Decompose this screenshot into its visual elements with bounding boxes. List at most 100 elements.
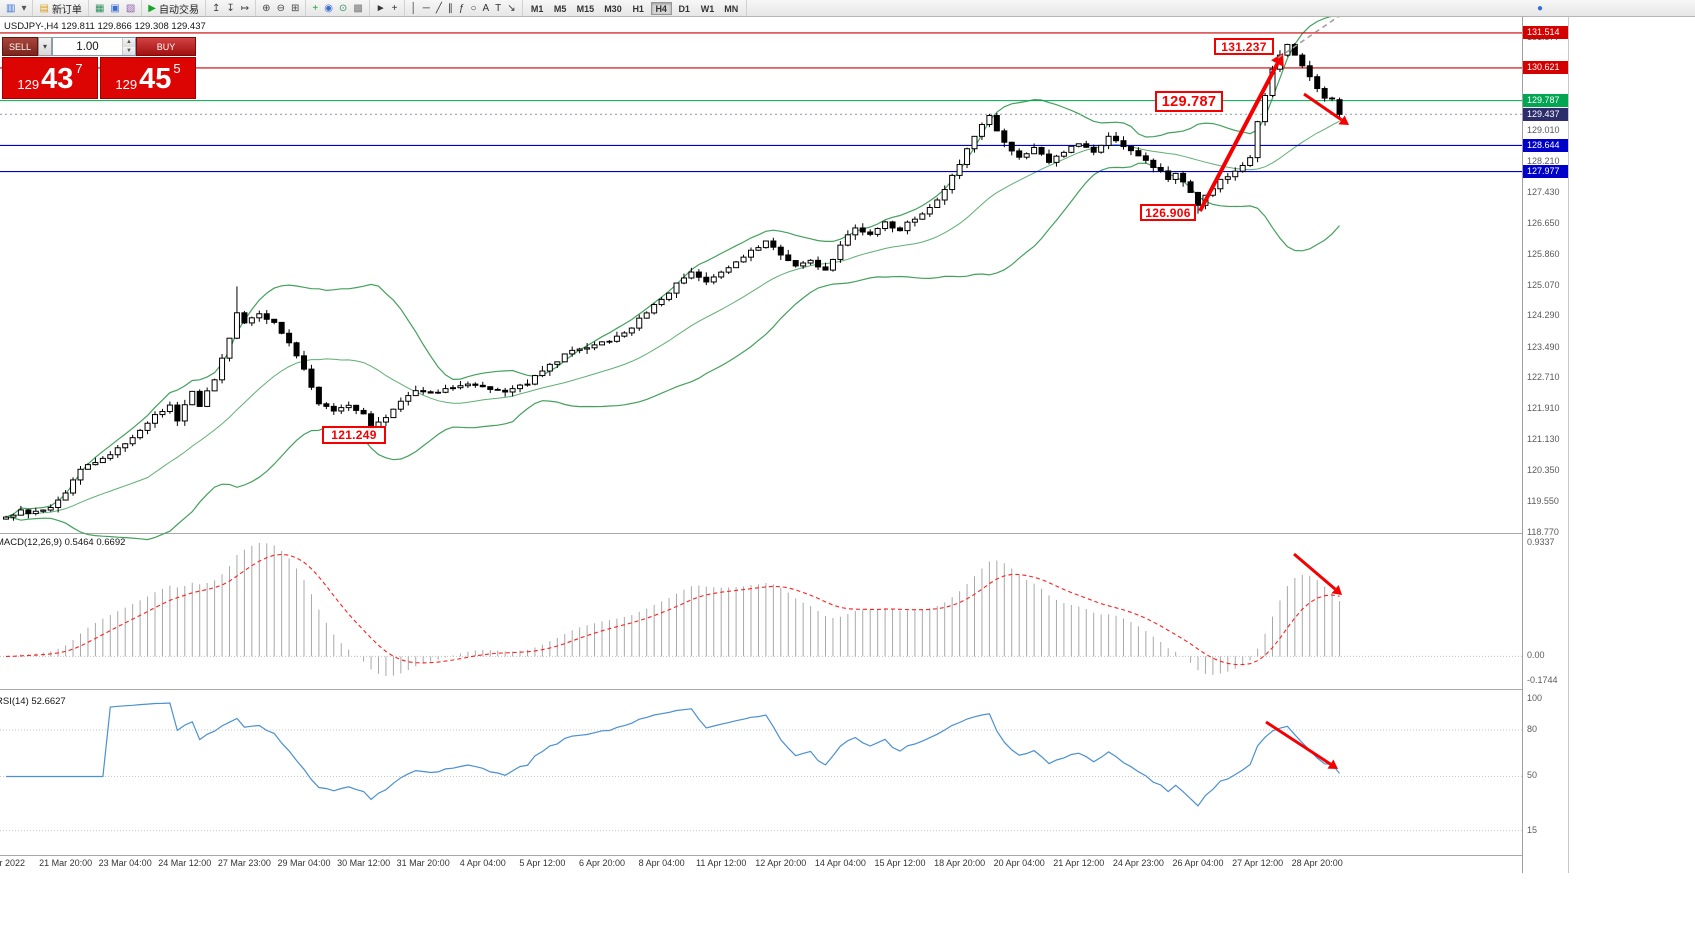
cursor-icon[interactable]: ► (373, 1, 389, 16)
sell-price-pips: 43 (41, 63, 74, 96)
shapes-icon[interactable]: ○ (467, 1, 479, 16)
fibonacci-icon[interactable]: ƒ (456, 1, 468, 16)
price-scale-label: 119.550 (1527, 496, 1559, 507)
zoom-in-button[interactable]: ⊕ (259, 1, 273, 16)
rsi-scale-label: 50 (1527, 770, 1538, 781)
vertical-line-icon[interactable]: │ (408, 1, 420, 16)
scroll-to-end-icon[interactable]: ↥ (209, 1, 223, 16)
volume-down-button[interactable]: ▼ (123, 46, 135, 55)
time-axis-label: 27 Apr 12:00 (1232, 858, 1284, 868)
sell-button[interactable]: SELL (2, 37, 38, 56)
sell-price-point: 7 (75, 61, 83, 76)
trendline-icon[interactable]: ╱ (433, 1, 445, 16)
chevron-down-icon: ▾ (42, 42, 47, 51)
period-icon: ⊙ (338, 2, 348, 14)
bollinger-middle-band (5, 120, 1340, 518)
decline-arrow (1303, 92, 1343, 122)
decline-arrow-head (1338, 115, 1349, 125)
time-axis-label: 24 Mar 12:00 (158, 858, 212, 868)
chart-window-icon: ▥ (6, 2, 16, 14)
time-axis-label: 6 Apr 20:00 (578, 858, 626, 868)
volume-input[interactable] (53, 38, 122, 55)
price-scale[interactable] (1522, 17, 1568, 873)
time-axis-label: 4 Apr 04:00 (459, 858, 506, 868)
zoom-in-icon: ⊕ (262, 2, 271, 14)
new-chart-icon[interactable]: + (309, 1, 321, 16)
time-axis-label: 28 Apr 20:00 (1291, 858, 1343, 868)
text-icon[interactable]: A (480, 1, 493, 16)
timeframe-button-w1[interactable]: W1 (700, 3, 715, 14)
swing-low-label-1[interactable]: 121.249 (322, 426, 386, 444)
vertical-line-icon: │ (410, 2, 417, 14)
timeframe-button-h1[interactable]: H1 (632, 3, 644, 14)
profiles-icon[interactable]: ◉ (321, 1, 336, 16)
macd-scale-label: -0.1744 (1527, 675, 1558, 685)
price-scale-label: 122.710 (1527, 372, 1560, 383)
price-scale-label: 121.130 (1527, 434, 1560, 445)
chart-shift-icon[interactable]: ↧ (223, 1, 237, 16)
tile-windows-icon[interactable]: ⊞ (288, 1, 302, 16)
time-axis-label: 23 Mar 04:00 (98, 858, 152, 868)
arrow-tool-icon[interactable]: ↘ (504, 1, 518, 16)
volume-control: ▲ ▼ (52, 37, 136, 56)
auto-scroll-icon[interactable]: ↦ (238, 1, 252, 16)
time-axis-label: 18 Apr 20:00 (934, 858, 986, 868)
rsi-label: RSI(14) 52.6627 (0, 696, 66, 707)
terminal-icon[interactable]: ▧ (123, 1, 138, 16)
timeframe-button-m1[interactable]: M1 (530, 3, 544, 14)
period-icon[interactable]: ⊙ (336, 1, 350, 16)
timeframe-button-m5[interactable]: M5 (553, 3, 567, 14)
label-icon[interactable]: T (492, 1, 504, 16)
connection-status-icon[interactable]: ● (1534, 1, 1546, 16)
time-axis-label: Mar 2022 (0, 858, 26, 868)
crosshair-icon[interactable]: + (389, 1, 401, 16)
level-label[interactable]: 129.787 (1155, 91, 1223, 112)
timeframe-button-h4[interactable]: H4 (650, 1, 672, 15)
buy-button[interactable]: BUY (136, 37, 196, 56)
time-axis-label: 27 Mar 23:00 (217, 858, 271, 868)
trade-panel-prices: 129 43 7 129 45 5 (2, 57, 196, 99)
price-scale-label: 127.430 (1527, 187, 1560, 198)
time-axis-label: 14 Apr 04:00 (814, 858, 866, 868)
swing-low-label-2[interactable]: 126.906 (1140, 204, 1196, 221)
buy-price-point: 5 (173, 61, 181, 76)
timeframe-button-d1[interactable]: D1 (678, 3, 690, 14)
toolbar: ▥ ▾ ▤ 新订单 ▦ ▣ ▧ ▶ 自动交易 ↥ ↧ ↦ ⊕ ⊖ ⊞ + ◉ ⊙ ▩ ► + │ ─ ╱ ∥ ƒ ○ A T ↘ M1 M5 M… (0, 0, 1695, 17)
chart-window-icon[interactable]: ▥ (3, 1, 18, 16)
crosshair-icon: + (391, 2, 398, 14)
drawn-arrows (1198, 10, 1349, 769)
data-window-icon[interactable]: ▣ (107, 1, 122, 16)
order-type-dropdown[interactable]: ▾ (38, 37, 52, 56)
timeframe-button-m15[interactable]: M15 (576, 3, 595, 14)
macd-decline-arrow-head (1331, 585, 1342, 595)
zoom-out-button[interactable]: ⊖ (274, 1, 288, 16)
shapes-icon: ○ (470, 2, 477, 14)
horizontal-line-icon[interactable]: ─ (420, 1, 433, 16)
buy-price-prefix: 129 (115, 76, 138, 92)
sell-price-display[interactable]: 129 43 7 (2, 57, 98, 99)
new-order-button[interactable]: ▤ 新订单 (36, 1, 84, 16)
auto-trading-button[interactable]: ▶ 自动交易 (145, 1, 202, 16)
channel-icon[interactable]: ∥ (445, 1, 456, 16)
properties-icon[interactable]: ▩ (350, 1, 365, 16)
timeframe-button-mn[interactable]: MN (724, 3, 739, 14)
time-axis-label: 21 Apr 12:00 (1053, 858, 1105, 868)
buy-price-display[interactable]: 129 45 5 (100, 57, 196, 99)
market-watch-icon[interactable]: ▦ (92, 1, 107, 16)
one-click-trading-panel: SELL ▾ ▲ ▼ BUY 129 43 7 129 45 5 (2, 37, 196, 99)
time-axis-label: 21 Mar 20:00 (39, 858, 93, 868)
volume-up-button[interactable]: ▲ (123, 38, 135, 47)
rsi-scale-label: 100 (1527, 692, 1543, 703)
scroll-to-end-icon: ↥ (212, 2, 221, 14)
zoom-out-icon: ⊖ (276, 2, 285, 14)
profiles-icon: ◉ (324, 2, 333, 14)
price-scale-label: 125.860 (1527, 248, 1560, 259)
swing-high-label[interactable]: 131.237 (1214, 38, 1274, 55)
sell-price-prefix: 129 (17, 76, 40, 92)
timeframe-button-m30[interactable]: M30 (604, 3, 622, 14)
window-dropdown-icon[interactable]: ▾ (18, 1, 29, 16)
market-watch-icon: ▦ (94, 2, 105, 14)
chart-shift-icon: ↧ (226, 2, 235, 14)
label-icon: T (495, 2, 502, 14)
